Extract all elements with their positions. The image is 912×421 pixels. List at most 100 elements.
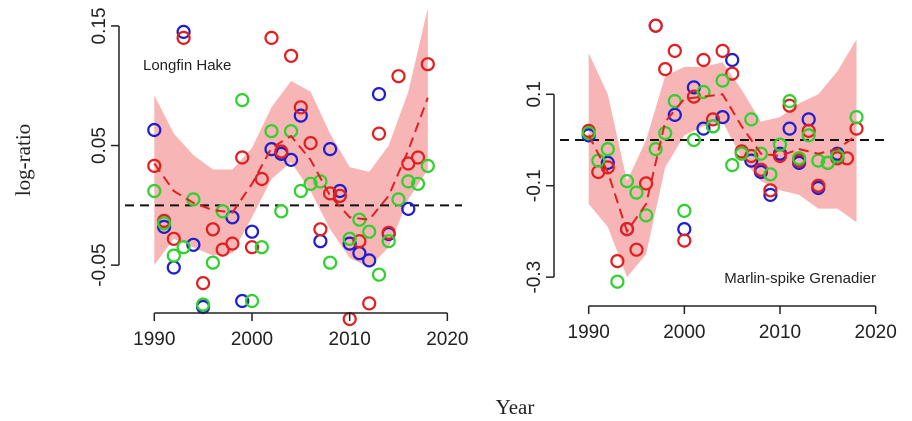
panel-longfin-hake: 1990 2000 2010 2020 0.15 0.05 -0.05 Longfin Hak… <box>89 7 468 350</box>
x-axis-title: Year <box>496 395 535 419</box>
data-point-blue <box>715 109 730 125</box>
data-point-red <box>658 61 673 77</box>
data-point-red <box>352 234 367 249</box>
data-point-blue <box>284 152 299 167</box>
data-point-green <box>791 151 807 166</box>
data-point-blue <box>782 121 797 136</box>
data-point-blue <box>371 86 387 102</box>
data-point-green <box>157 216 172 231</box>
y-tick-label: -0.05 <box>89 243 110 286</box>
data-point-blue <box>744 153 759 168</box>
y-tick-label: 0.05 <box>89 127 110 164</box>
data-point-green <box>166 248 181 263</box>
data-point-red <box>274 144 289 159</box>
data-point-red <box>332 188 347 203</box>
data-point-green <box>362 224 377 239</box>
data-point-green <box>696 84 711 100</box>
data-point-red <box>244 240 260 255</box>
data-point-red <box>264 30 279 46</box>
data-point-green <box>235 92 250 108</box>
data-point-green <box>734 146 749 161</box>
data-point-red <box>619 222 635 237</box>
data-point-red <box>677 233 692 248</box>
data-point-red <box>323 186 338 201</box>
x-tick-label: 2020 <box>855 322 897 343</box>
data-point-red <box>610 254 625 269</box>
data-point-green <box>401 174 416 189</box>
data-point-red <box>782 98 797 113</box>
data-point-red <box>763 183 778 198</box>
data-point-blue <box>293 108 308 123</box>
panel-annotation: Marlin-spike Grenadier <box>724 270 876 287</box>
data-point-green <box>648 142 663 157</box>
data-point-red <box>391 69 406 84</box>
data-point-red <box>629 242 644 257</box>
y-tick-label: -0.3 <box>524 261 545 294</box>
data-point-red <box>811 178 826 193</box>
data-point-green <box>303 176 318 191</box>
data-point-green <box>705 119 721 134</box>
data-point-blue <box>362 253 377 268</box>
data-point-blue <box>600 155 615 170</box>
panel-annotation: Longfin Hake <box>143 57 231 74</box>
data-point-red <box>715 43 730 59</box>
data-point-red <box>303 136 318 151</box>
data-point-green <box>629 185 644 200</box>
trend-line <box>153 97 429 221</box>
data-point-red <box>696 52 711 68</box>
x-tick-label: 1990 <box>568 322 610 343</box>
data-point-red <box>744 148 759 164</box>
data-point-green <box>205 255 220 270</box>
data-point-blue <box>696 121 711 136</box>
data-point-green <box>772 137 788 152</box>
data-point-green <box>381 234 396 249</box>
data-point-green <box>420 158 435 173</box>
data-point-green <box>254 240 269 255</box>
data-point-green <box>715 73 730 88</box>
data-point-red <box>225 236 240 251</box>
data-point-red <box>166 231 181 246</box>
data-point-red <box>371 126 387 141</box>
data-point-green <box>391 192 406 207</box>
data-point-red <box>293 100 308 115</box>
y-axis-title: log-ratio <box>11 124 35 196</box>
data-point-blue <box>147 122 162 138</box>
data-point-red <box>801 123 816 138</box>
data-point-green <box>371 267 387 282</box>
data-point-green <box>753 146 769 161</box>
data-point-blue <box>166 260 181 275</box>
x-tick-label: 2020 <box>426 329 468 350</box>
data-point-red <box>205 222 220 237</box>
data-point-green <box>763 167 778 182</box>
panel-marlin-spike-grenadier: 1990 2000 2010 2020 0.1 -0.1 -0.3 Marlin-spike … <box>524 18 897 343</box>
data-point-green <box>638 208 654 223</box>
data-point-green <box>581 126 596 141</box>
data-point-red <box>147 158 162 173</box>
data-point-red <box>284 48 299 63</box>
data-point-blue <box>725 52 740 68</box>
data-point-red <box>362 296 377 311</box>
data-point-green <box>147 183 162 199</box>
data-point-blue <box>332 183 347 199</box>
y-tick-label: 0.15 <box>89 7 110 44</box>
data-point-red <box>600 160 615 175</box>
data-point-red <box>410 150 426 165</box>
data-point-blue <box>235 293 250 309</box>
x-tick-label: 2010 <box>329 329 371 350</box>
data-point-green <box>293 183 308 199</box>
data-point-blue <box>176 24 191 39</box>
data-point-green <box>313 174 328 189</box>
data-point-blue <box>401 201 416 216</box>
data-point-red <box>725 66 740 81</box>
data-point-blue <box>313 234 328 249</box>
data-point-red <box>705 112 721 127</box>
x-tick-label: 2010 <box>759 322 801 343</box>
x-tick-label: 1990 <box>133 329 175 350</box>
y-tick-label: 0.1 <box>524 81 545 107</box>
data-point-green <box>600 142 615 157</box>
data-point-red <box>235 150 250 165</box>
data-point-red <box>839 151 855 166</box>
data-point-blue <box>244 224 260 239</box>
data-point-red <box>420 57 435 72</box>
